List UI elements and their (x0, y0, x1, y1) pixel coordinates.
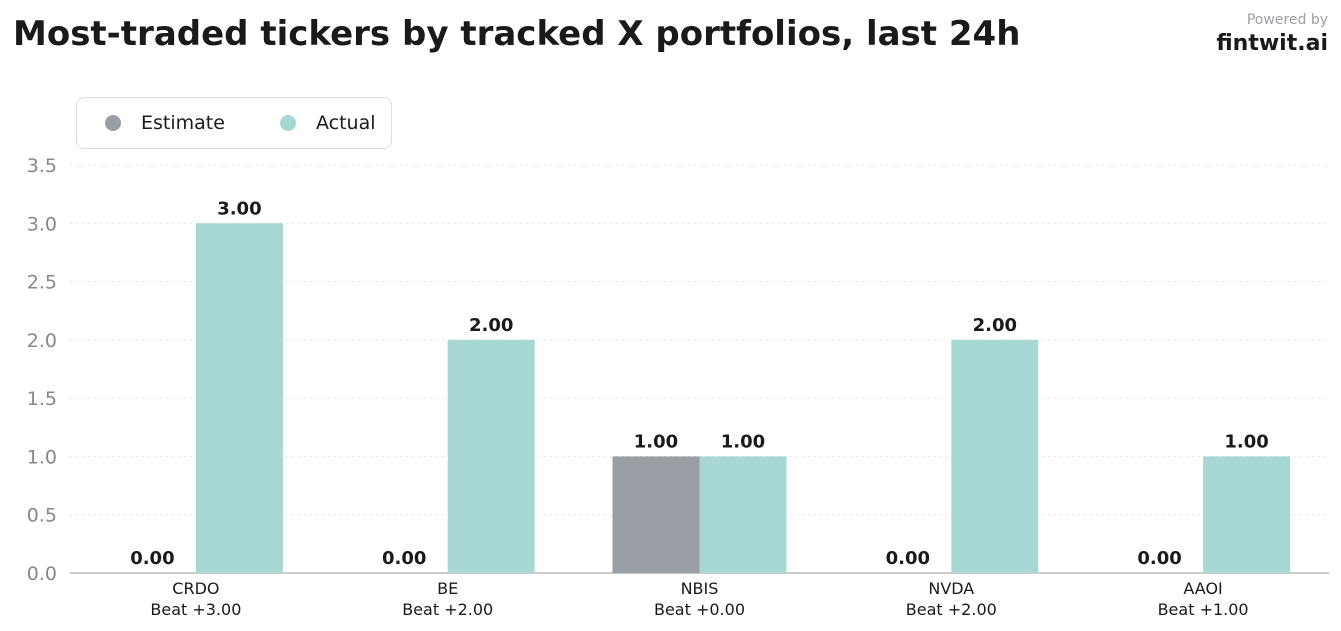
bar-value-label: 1.00 (1224, 431, 1268, 452)
bar-value-label: 3.00 (217, 198, 261, 219)
powered-by-text: Powered by (1246, 12, 1328, 28)
brand-block: Powered by fintwit.ai (1216, 11, 1328, 59)
chart-title: Most-traded tickers by tracked X portfol… (13, 14, 1021, 54)
y-tick-label: 2.5 (27, 272, 57, 294)
bar-value-label: 1.00 (634, 431, 678, 452)
x-tick-label: AAOI (1183, 579, 1222, 598)
bar-value-label: 0.00 (1137, 548, 1181, 569)
bar-actual (195, 223, 283, 574)
y-tick-label: 1.0 (27, 446, 57, 468)
bar-value-label: 0.00 (382, 548, 426, 569)
legend-dot-actual (280, 115, 296, 131)
bar-value-label: 2.00 (469, 315, 513, 336)
legend-label-actual: Actual (316, 112, 376, 134)
bar-value-label: 0.00 (886, 548, 930, 569)
legend-item-actual: Actual (280, 98, 376, 148)
x-tick-sublabel: Beat +0.00 (654, 600, 745, 619)
y-tick-label: 0.5 (27, 505, 57, 527)
x-tick-sublabel: Beat +2.00 (906, 600, 997, 619)
x-tick-label: BE (437, 579, 458, 598)
x-tick-label: NVDA (928, 579, 974, 598)
legend-label-estimate: Estimate (141, 112, 225, 134)
bar-value-label: 1.00 (721, 431, 765, 452)
legend-item-estimate: Estimate (105, 98, 225, 148)
y-tick-label: 2.0 (27, 330, 57, 352)
y-tick-label: 3.5 (27, 155, 57, 177)
bar-actual (951, 339, 1039, 573)
bar-actual (1203, 456, 1291, 573)
x-tick-sublabel: Beat +1.00 (1158, 600, 1249, 619)
brand-name: fintwit.ai (1216, 31, 1328, 56)
bar-estimate (612, 456, 700, 573)
bar-value-label: 2.00 (973, 315, 1017, 336)
x-tick-sublabel: Beat +2.00 (402, 600, 493, 619)
y-tick-label: 0.0 (27, 563, 57, 585)
y-tick-label: 3.0 (27, 213, 57, 235)
legend-dot-estimate (105, 115, 121, 131)
x-tick-label: NBIS (681, 579, 719, 598)
x-tick-sublabel: Beat +3.00 (150, 600, 241, 619)
bar-actual (447, 339, 535, 573)
y-tick-label: 1.5 (27, 388, 57, 410)
chart-legend: Estimate Actual (76, 97, 392, 149)
x-tick-label: CRDO (172, 579, 219, 598)
bar-value-label: 0.00 (130, 548, 174, 569)
bar-actual (699, 456, 787, 573)
